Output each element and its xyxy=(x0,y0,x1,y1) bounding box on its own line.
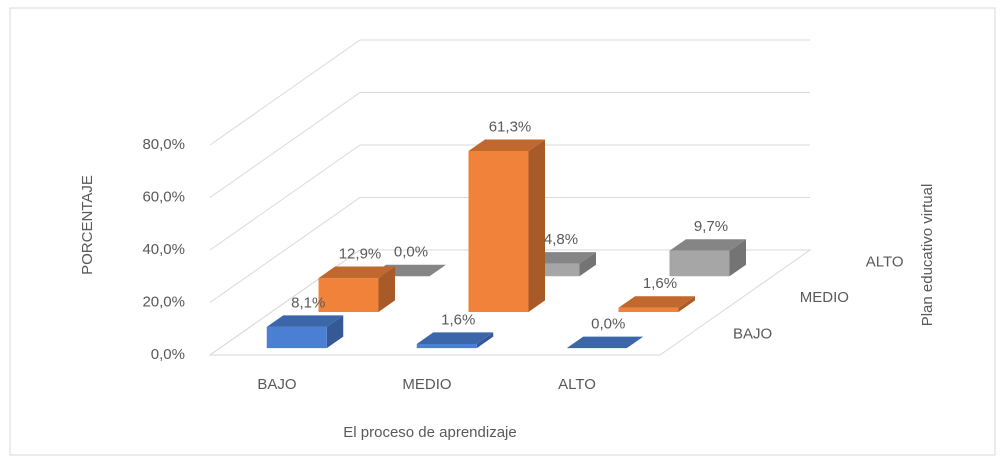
x-tick-label: ALTO xyxy=(558,376,596,393)
data-label: 1,6% xyxy=(441,311,475,328)
bar-top xyxy=(416,332,494,344)
y-tick-label: 40,0% xyxy=(142,241,185,258)
z-axis-title: Plan educativo virtual xyxy=(919,184,936,327)
data-label: 4,8% xyxy=(544,231,578,248)
bar-front xyxy=(318,278,379,312)
bar-top xyxy=(566,336,644,349)
bar xyxy=(566,336,644,349)
y-tick-label: 20,0% xyxy=(142,293,185,310)
data-label: 0,0% xyxy=(591,316,625,333)
data-label: 1,6% xyxy=(643,275,677,292)
bar-side xyxy=(476,332,494,349)
bar xyxy=(318,266,395,312)
grid-line xyxy=(209,249,810,356)
data-label: 8,1% xyxy=(291,294,325,311)
bar-top xyxy=(318,266,395,279)
y-tick-label: 0,0% xyxy=(151,346,185,363)
y-tick-label: 60,0% xyxy=(142,188,185,205)
y-tick-label: 80,0% xyxy=(142,136,185,153)
data-label: 61,3% xyxy=(489,118,532,135)
bar-top xyxy=(468,139,545,152)
bar-top xyxy=(669,239,746,251)
legend-label: MEDIO xyxy=(800,289,849,306)
y-axis-title: PORCENTAJE xyxy=(79,175,96,275)
data-label: 9,7% xyxy=(694,218,728,235)
bar-front xyxy=(618,307,679,312)
bar-top xyxy=(266,315,344,327)
bar xyxy=(669,239,746,277)
grid-line xyxy=(209,144,810,251)
bar xyxy=(468,139,545,312)
x-tick-label: MEDIO xyxy=(402,376,451,393)
bar xyxy=(416,332,494,349)
bar-front xyxy=(266,326,327,349)
bar-side xyxy=(579,252,596,277)
bar-front xyxy=(468,151,529,312)
bar-side xyxy=(378,266,395,312)
grid-line xyxy=(209,39,810,146)
legend-label: BAJO xyxy=(733,325,772,342)
bar-top xyxy=(618,296,695,308)
x-axis-title: El proceso de aprendizaje xyxy=(343,424,516,441)
bar-front xyxy=(669,250,730,277)
data-label: 12,9% xyxy=(339,246,382,263)
grid-line xyxy=(209,197,810,303)
bar xyxy=(266,315,344,349)
legend-label: ALTO xyxy=(866,253,904,270)
grid-line xyxy=(209,92,810,198)
bar-side xyxy=(729,239,746,277)
bar-front xyxy=(416,343,477,349)
bar-side xyxy=(528,139,545,312)
bar xyxy=(618,296,695,312)
data-label: 0,0% xyxy=(394,244,428,261)
bar-side xyxy=(678,296,695,312)
bar-side xyxy=(326,315,344,349)
x-tick-label: BAJO xyxy=(257,376,296,393)
